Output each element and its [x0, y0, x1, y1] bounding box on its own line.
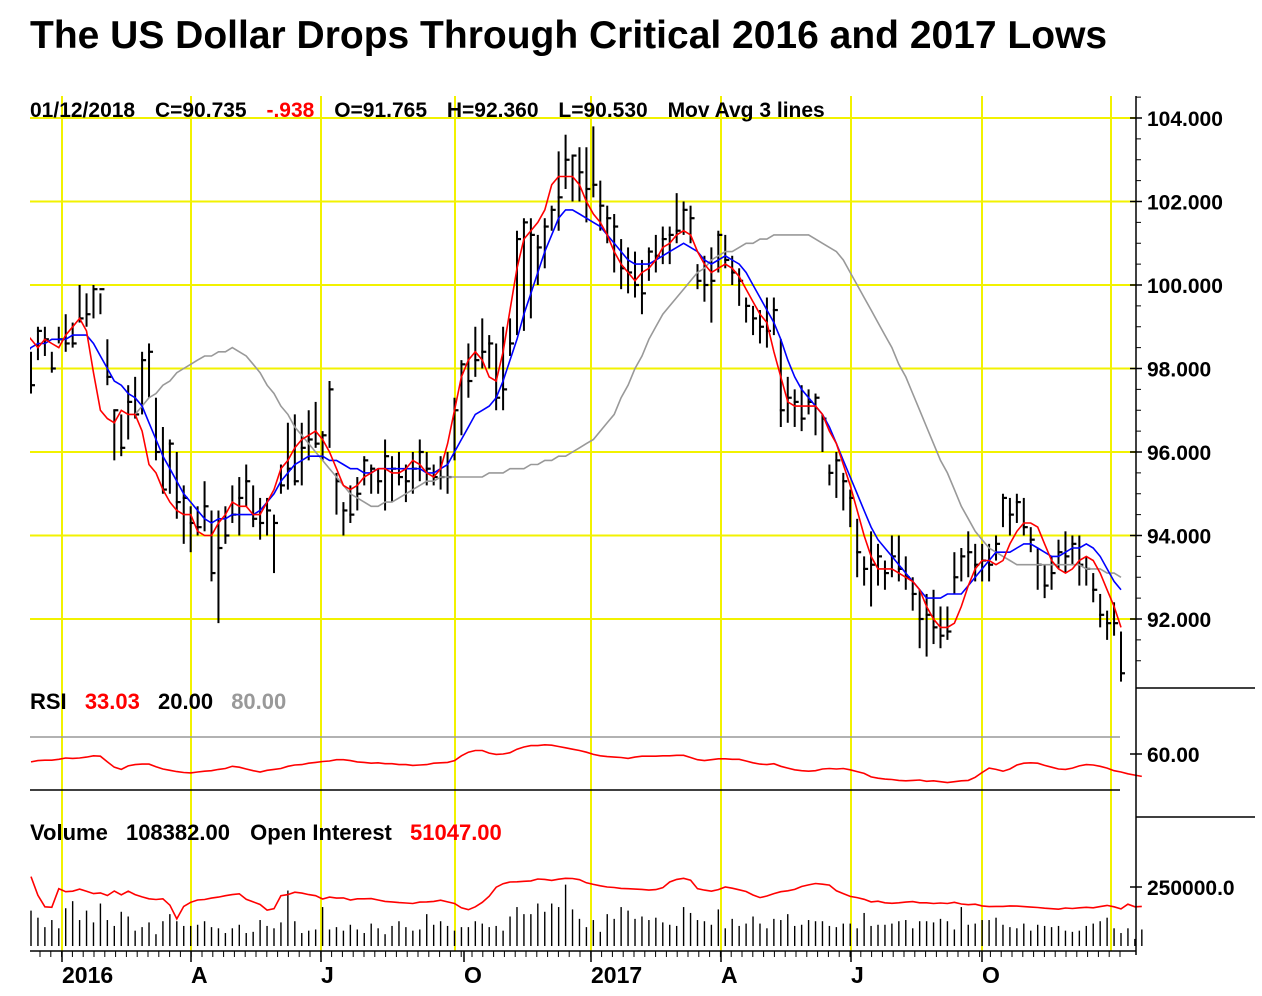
open-interest-value: 51047.00 [410, 820, 502, 845]
price-gridlines [30, 117, 1136, 620]
page-title: The US Dollar Drops Through Critical 201… [30, 14, 1108, 57]
x-tick-label: A [721, 962, 738, 988]
rsi-header: RSI 33.03 20.00 80.00 [30, 689, 286, 714]
rsi-lower: 20.00 [158, 689, 213, 714]
price-tick-label: 92.000 [1147, 609, 1211, 632]
x-axis: 2016 A J O 2017 A J O [39, 951, 1121, 988]
header-change: -.938 [266, 99, 314, 122]
rsi-value: 33.03 [85, 689, 140, 714]
volume-bars [30, 884, 1143, 946]
price-tick-label: 102.000 [1147, 192, 1223, 215]
ma-mid-line [30, 209, 1122, 599]
volume-label: Volume [30, 820, 108, 845]
x-tick-label: O [464, 962, 482, 988]
x-tick-label: J [851, 962, 864, 988]
price-tick-label: 98.000 [1147, 359, 1211, 382]
x-tick-label: O [982, 962, 1000, 988]
volume-header: Volume 108382.00 Open Interest 51047.00 [30, 820, 502, 845]
price-tick-label: 100.000 [1147, 275, 1223, 298]
rsi-line [30, 743, 1142, 784]
header-close: C=90.735 [155, 99, 247, 122]
x-tick-label: J [321, 962, 334, 988]
header-date: 01/12/2018 [30, 99, 135, 122]
price-tick-label: 104.000 [1147, 108, 1223, 131]
ma-slow-line [134, 234, 1122, 578]
header-line: 01/12/2018 C=90.735 -.938 O=91.765 H=92.… [30, 99, 825, 122]
x-tick-label: 2017 [591, 962, 642, 988]
volume-value: 108382.00 [126, 820, 230, 845]
rsi-tick-label: 60.00 [1147, 744, 1200, 767]
price-bars [30, 126, 1125, 682]
rsi-label: RSI [30, 689, 67, 714]
volume-tick-label: 250000.0 [1147, 877, 1235, 900]
price-tick-label: 94.000 [1147, 526, 1211, 549]
ma-fast-line [30, 175, 1122, 629]
moving-average-lines [30, 175, 1122, 629]
header-low: L=90.530 [558, 99, 647, 122]
header-study: Mov Avg 3 lines [668, 99, 825, 122]
header-high: H=92.360 [447, 99, 539, 122]
open-interest-line [30, 876, 1142, 921]
x-tick-label: 2016 [62, 962, 113, 988]
price-axis: 104.000 102.000 100.000 98.000 96.000 94.000 9… [1130, 96, 1223, 662]
rsi-upper: 80.00 [231, 689, 286, 714]
x-tick-label: A [191, 962, 208, 988]
open-interest-label: Open Interest [250, 820, 392, 845]
header-open: O=91.765 [334, 99, 427, 122]
price-tick-label: 96.000 [1147, 442, 1211, 465]
